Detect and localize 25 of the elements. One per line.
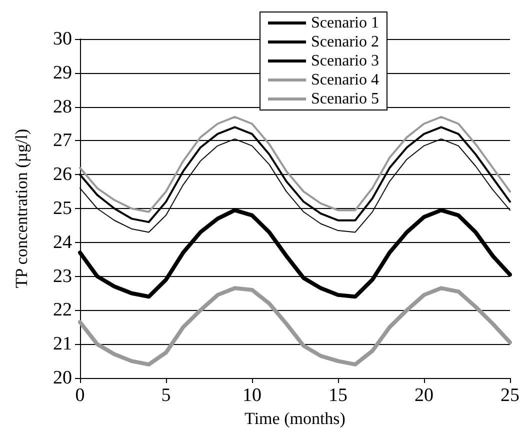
y-tick-label: 30 (53, 28, 72, 50)
x-tick-label: 5 (161, 385, 171, 406)
x-tick-label: 20 (414, 385, 434, 406)
y-tick-label: 26 (53, 164, 72, 186)
legend-label: Scenario 1 (311, 14, 379, 32)
x-tick-label: 0 (75, 385, 85, 406)
legend-label: Scenario 3 (311, 52, 379, 70)
y-tick-label: 23 (53, 266, 72, 287)
y-tick-label: 24 (53, 232, 72, 253)
x-tick-label: 25 (500, 385, 520, 406)
y-tick-label: 22 (53, 300, 72, 321)
legend-label: Scenario 5 (311, 90, 379, 108)
legend-label: Scenario 2 (311, 34, 379, 50)
x-axis-title: Time (months) (244, 408, 346, 428)
y-tick-label: 25 (53, 198, 72, 219)
y-axis-title: TP concentration (µg/l) (12, 128, 31, 288)
legend-label: Scenario 4 (311, 72, 379, 88)
y-tick-label: 27 (53, 130, 72, 152)
y-tick-label: 29 (53, 62, 72, 84)
y-tick-label: 28 (53, 96, 72, 118)
x-tick-label: 10 (242, 385, 262, 406)
x-tick-label: 15 (328, 385, 348, 406)
y-tick-label: 21 (53, 334, 72, 355)
y-tick-label: 20 (53, 368, 72, 388)
line-series (78, 286, 512, 366)
